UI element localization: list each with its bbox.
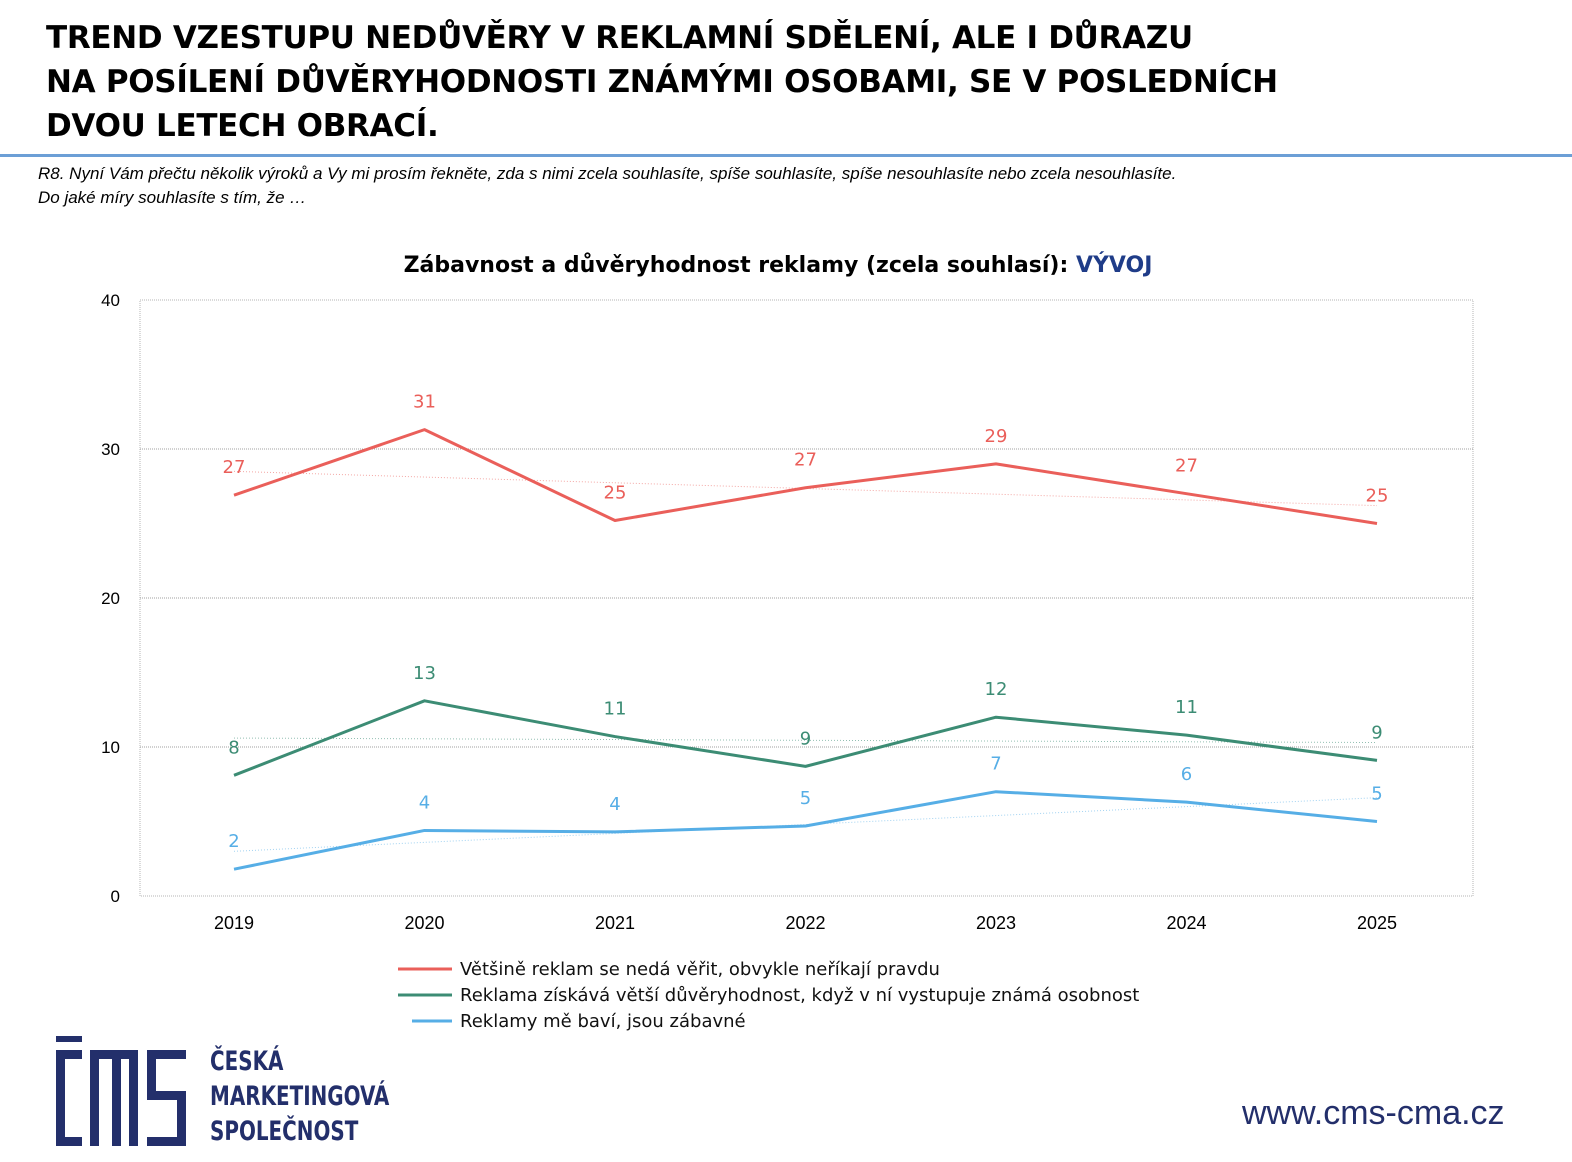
data-label: 4 — [419, 792, 430, 813]
data-label: 29 — [985, 426, 1008, 447]
legend: Většině reklam se nedá věřit, obvykle ne… — [398, 959, 1139, 1032]
website-link[interactable]: www.cms-cma.cz — [1242, 1094, 1505, 1132]
line-chart: Zábavnost a důvěryhodnost reklamy (zcela… — [101, 252, 1474, 1032]
headline-line-2: NA POSÍLENÍ DŮVĚRYHODNOSTI ZNÁMÝMI OSOBA… — [46, 64, 1278, 100]
data-label: 25 — [604, 483, 627, 504]
x-tick-label: 2021 — [595, 913, 635, 933]
legend-label: Reklamy mě baví, jsou zábavné — [460, 1011, 746, 1032]
x-tick-label: 2020 — [404, 913, 444, 933]
headline-line-3: DVOU LETECH OBRACÍ. — [46, 108, 439, 144]
series-line — [233, 428, 1378, 525]
data-label: 13 — [413, 663, 436, 684]
legend-label: Reklama získává větší důvěryhodnost, kdy… — [460, 985, 1139, 1006]
x-tick-label: 2025 — [1357, 913, 1397, 933]
cms-logo-text: ČESKÁ MARKETINGOVÁ SPOLEČNOST — [210, 1044, 389, 1149]
chart-grid — [139, 299, 1474, 897]
headline-line-1: TREND VZESTUPU NEDŮVĚRY V REKLAMNÍ SDĚLE… — [46, 20, 1193, 56]
data-label: 2 — [228, 831, 239, 852]
data-label: 5 — [800, 788, 811, 809]
legend-label: Většině reklam se nedá věřit, obvykle ne… — [460, 959, 940, 980]
data-label: 9 — [1371, 722, 1382, 743]
data-label: 6 — [1181, 764, 1192, 785]
chart-title: Zábavnost a důvěryhodnost reklamy (zcela… — [404, 252, 1153, 278]
y-tick-label: 40 — [101, 291, 120, 310]
chart-title-main: Zábavnost a důvěryhodnost reklamy (zcela… — [404, 253, 1076, 278]
data-label: 27 — [223, 457, 246, 478]
y-tick-label: 20 — [101, 589, 120, 608]
x-tick-label: 2024 — [1166, 913, 1206, 933]
series-lines — [233, 428, 1378, 871]
data-labels: 27 31 25 27 29 27 25 8 13 11 9 12 11 9 2 4 4 5 7 6 5 — [223, 392, 1389, 853]
series-line — [233, 699, 1378, 777]
header-divider — [0, 154, 1572, 157]
y-tick-label: 0 — [111, 887, 120, 906]
series-line — [233, 790, 1378, 871]
data-label: 25 — [1366, 486, 1389, 507]
y-axis-ticks: 0 10 20 30 40 — [101, 291, 120, 906]
headline: TREND VZESTUPU NEDŮVĚRY V REKLAMNÍ SDĚLE… — [46, 16, 1346, 148]
x-axis-ticks: 2019 2020 2021 2022 2023 2024 2025 — [214, 913, 1397, 933]
chart-title-highlight: VÝVOJ — [1076, 252, 1152, 278]
y-tick-label: 30 — [101, 440, 120, 459]
question-text: R8. Nyní Vám přečtu několik výroků a Vy … — [38, 162, 1438, 210]
data-label: 12 — [985, 679, 1008, 700]
logo-line-1: ČESKÁ — [210, 1046, 284, 1077]
data-label: 31 — [413, 392, 436, 413]
x-tick-label: 2023 — [976, 913, 1016, 933]
x-tick-label: 2022 — [785, 913, 825, 933]
data-label: 11 — [604, 699, 627, 720]
data-label: 27 — [794, 450, 817, 471]
data-label: 27 — [1175, 456, 1198, 477]
data-label: 11 — [1175, 697, 1198, 718]
data-label: 8 — [228, 737, 239, 758]
logo-line-3: SPOLEČNOST — [210, 1116, 359, 1147]
x-tick-label: 2019 — [214, 913, 254, 933]
logo-line-2: MARKETINGOVÁ — [210, 1081, 390, 1112]
cms-logo-icon — [56, 1036, 186, 1146]
question-line-1: R8. Nyní Vám přečtu několik výroků a Vy … — [38, 164, 1177, 183]
question-line-2: Do jaké míry souhlasíte s tím, že … — [38, 188, 307, 207]
data-label: 4 — [609, 794, 620, 815]
y-tick-label: 10 — [101, 738, 120, 757]
data-label: 9 — [800, 728, 811, 749]
data-label: 7 — [990, 754, 1001, 775]
data-label: 5 — [1371, 784, 1382, 805]
